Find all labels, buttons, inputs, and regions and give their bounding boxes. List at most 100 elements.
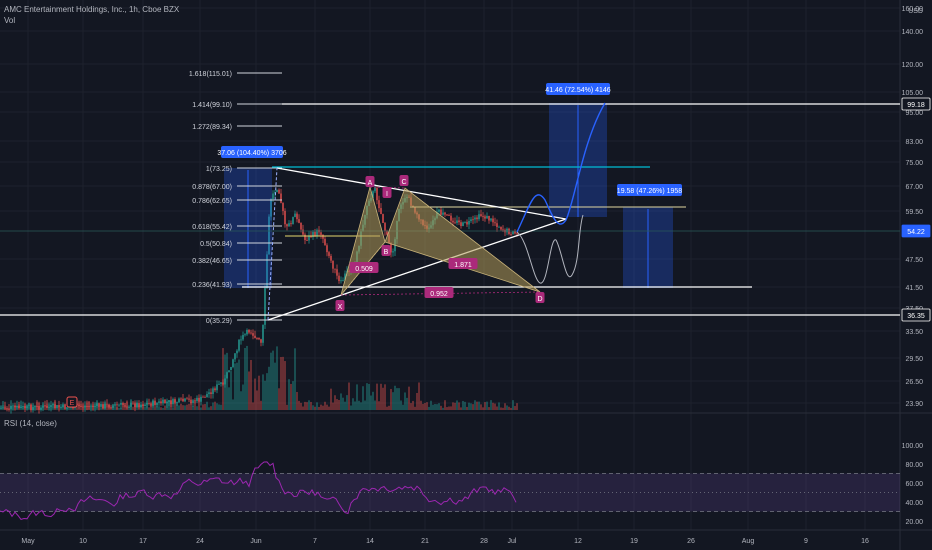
pattern-point-d[interactable]: D [535, 292, 545, 303]
pattern-ratio-xd[interactable]: 0.952 [424, 287, 454, 298]
volume-bar [478, 401, 480, 410]
candle-body [176, 402, 178, 404]
volume-bar [238, 359, 240, 410]
volume-bar [248, 371, 250, 410]
triangle-lower[interactable] [267, 218, 567, 321]
candle-body [110, 407, 112, 409]
volume-bar [234, 363, 236, 410]
candle-body [188, 398, 190, 400]
candle-body [320, 232, 322, 235]
price-candles [0, 184, 518, 414]
time-axis-label: 14 [366, 538, 374, 545]
volume-bar [500, 407, 502, 410]
candle-body [146, 403, 148, 405]
measure-label-target1[interactable]: 41.46 (72.54%) 4146 [545, 83, 611, 95]
volume-bar [398, 388, 400, 410]
drawings[interactable]: E 37.06 (104.40%) 3706 41.46 (72.54%) 4146… [0, 71, 900, 408]
volume-bar [438, 403, 440, 410]
candle-body [246, 330, 248, 335]
candle-body [276, 189, 278, 192]
volume-bar [286, 404, 288, 410]
rsi-line [0, 461, 517, 520]
candle-body [280, 193, 282, 203]
candle-body [4, 407, 6, 409]
fib-level-label: 1.272(89.34) [192, 124, 232, 131]
volume-label[interactable]: Vol [4, 16, 16, 25]
candle-body [282, 202, 284, 211]
candle-body [328, 252, 330, 256]
rsi-label[interactable]: RSI (14, close) [4, 419, 57, 428]
projection-alt[interactable] [516, 214, 584, 284]
volume-bar [340, 393, 342, 410]
candle-body [472, 219, 474, 221]
candle-body [490, 218, 492, 221]
candle-body [464, 221, 466, 223]
candle-body [32, 407, 34, 411]
pattern-point-b[interactable]: B [381, 245, 391, 256]
candle-body [462, 222, 464, 227]
volume-bar [220, 404, 222, 410]
price-axis-label: 75.00 [905, 160, 923, 167]
candle-body [380, 208, 382, 215]
volume-bar [276, 346, 278, 410]
pattern-ratio-xb[interactable]: 0.509 [349, 262, 379, 273]
measure-label-target1-text: 41.46 (72.54%) 4146 [545, 87, 610, 94]
price-tag-support[interactable]: 36.35 [901, 308, 931, 322]
time-axis-label: Aug [742, 538, 755, 545]
volume-bar [506, 405, 508, 410]
candle-body [496, 223, 498, 228]
volume-bar [400, 400, 402, 410]
candle-body [342, 280, 344, 281]
measure-label-left[interactable]: 37.06 (104.40%) 3706 [217, 146, 287, 158]
candle-body [138, 403, 140, 408]
candle-body [48, 406, 50, 408]
candle-body [224, 378, 226, 385]
volume-bar [384, 384, 386, 410]
volume-bar [488, 407, 490, 410]
candle-body [194, 400, 196, 402]
volume-bar [364, 400, 366, 410]
price-axis-label: 140.00 [902, 29, 924, 36]
candle-body [198, 397, 200, 402]
pattern-ratio-ac[interactable]: 1.871 [448, 258, 478, 269]
candle-body [162, 399, 164, 404]
time-axis-label: 7 [313, 538, 317, 545]
rsi-axis-label: 80.00 [905, 462, 923, 469]
earnings-marker[interactable]: E [66, 396, 78, 408]
candle-body [26, 405, 28, 409]
measure-label-target2[interactable]: 19.58 (47.26%) 1958 [617, 184, 682, 196]
candle-body [300, 222, 302, 230]
candle-body [170, 400, 172, 405]
price-tag-target[interactable]: 99.18 [901, 97, 931, 111]
volume-bar [410, 403, 412, 410]
pattern-point-c[interactable]: C [399, 175, 409, 186]
volume-bar [318, 406, 320, 410]
volume-bar [122, 406, 124, 410]
price-axis-label: 26.50 [905, 379, 923, 386]
triangle-upper[interactable] [276, 167, 567, 220]
candle-body [334, 268, 336, 270]
price-tag-current[interactable]: 54.22 [901, 224, 931, 238]
candle-body [236, 350, 238, 354]
volume-bar [426, 402, 428, 410]
candle-body [446, 214, 448, 216]
projection-bullish[interactable] [516, 102, 606, 233]
candle-body [80, 406, 82, 407]
candle-body [166, 401, 168, 404]
candle-body [154, 400, 156, 406]
pattern-point-i[interactable]: I [382, 187, 392, 198]
candle-body [344, 273, 346, 281]
candle-body [100, 404, 102, 407]
candle-body [202, 396, 204, 398]
pattern-point-a[interactable]: A [365, 176, 375, 187]
volume-bar [476, 401, 478, 410]
candle-body [120, 403, 122, 405]
symbol-title[interactable]: AMC Entertainment Holdings, Inc., 1h, Cb… [4, 5, 180, 14]
candle-body [58, 405, 60, 408]
pattern-ratio-xb-text: 0.509 [355, 266, 373, 273]
pattern-point-x[interactable]: X [335, 300, 345, 311]
volume-bar [352, 398, 354, 410]
candle-body [442, 212, 444, 215]
candle-body [168, 400, 170, 402]
